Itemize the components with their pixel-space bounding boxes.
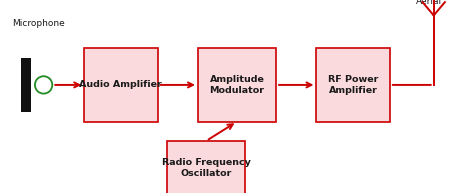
Bar [21,58,31,112]
Text: Radio Frequency
Oscillator: Radio Frequency Oscillator [162,158,251,178]
Text: Aerial: Aerial [416,0,442,6]
Text: Microphone: Microphone [12,19,64,28]
Bar [198,48,276,122]
Bar [167,141,245,193]
Text: Amplitude
Modulator: Amplitude Modulator [210,75,264,95]
Text: RF Power
Amplifier: RF Power Amplifier [328,75,378,95]
Bar [84,48,157,122]
Bar [316,48,390,122]
Text: Audio Amplifier: Audio Amplifier [80,80,162,89]
